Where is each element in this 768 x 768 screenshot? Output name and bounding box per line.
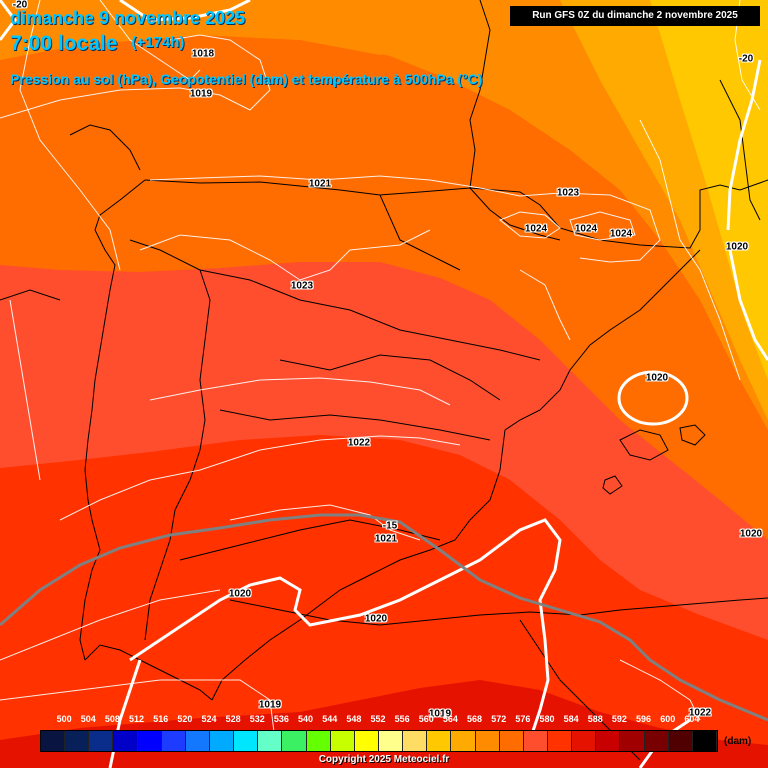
legend-value: 504 xyxy=(80,714,96,724)
legend-swatch xyxy=(547,731,573,751)
legend-swatch xyxy=(209,731,235,751)
legend-swatch xyxy=(620,731,645,751)
forecast-offset: (+174h) xyxy=(131,34,185,51)
legend-swatch xyxy=(89,731,114,751)
isobar-label: 1019 xyxy=(258,699,282,711)
legend-swatch xyxy=(572,731,597,751)
isobar-label: 1021 xyxy=(308,178,332,190)
isobar-label: 1024 xyxy=(524,223,548,235)
legend-value: 516 xyxy=(153,714,169,724)
legend-swatch xyxy=(234,731,259,751)
legend-value: 576 xyxy=(515,714,531,724)
geo-band-568b xyxy=(0,0,768,430)
legend-swatch xyxy=(41,731,66,751)
legend-value: 592 xyxy=(611,714,627,724)
legend-value: 548 xyxy=(346,714,362,724)
legend-value: 596 xyxy=(636,714,652,724)
local-time: 7:00 locale xyxy=(10,32,118,55)
legend-value: 572 xyxy=(491,714,507,724)
isobars xyxy=(0,0,761,741)
isobar-label: 1020 xyxy=(228,588,252,600)
map-description: Pression au sol (hPa), Geopotentiel (dam… xyxy=(10,71,483,87)
isotherm-label: -20 xyxy=(12,0,28,11)
legend-swatch xyxy=(644,731,669,751)
legend-swatch xyxy=(475,731,500,751)
legend-swatch xyxy=(451,731,476,751)
legend-value: 512 xyxy=(129,714,145,724)
isobar-label: 1022 xyxy=(688,707,712,719)
map-date: dimanche 9 novembre 2025 xyxy=(10,8,246,28)
legend-swatch xyxy=(113,731,138,751)
isobar-label: 1019 xyxy=(189,88,213,100)
legend-swatch xyxy=(282,731,307,751)
isotherms xyxy=(0,513,768,722)
legend-value: 524 xyxy=(201,714,217,724)
legend-swatch xyxy=(692,731,717,751)
legend-swatch xyxy=(354,731,379,751)
legend-value: 604 xyxy=(684,714,700,724)
isotherm-label: -15 xyxy=(382,520,398,532)
isotherm-label: -20 xyxy=(738,53,754,65)
copyright: Copyright 2025 Meteociel.fr xyxy=(318,754,450,765)
isobar-label: 1022 xyxy=(347,437,371,449)
legend-value: 532 xyxy=(249,714,265,724)
isobar-label: 1020 xyxy=(725,241,749,253)
legend-swatch xyxy=(161,731,186,751)
legend-value: 560 xyxy=(418,714,434,724)
legend-swatch xyxy=(427,731,452,751)
legend-swatch xyxy=(403,731,428,751)
legend-swatch xyxy=(668,731,693,751)
legend-value: 536 xyxy=(273,714,289,724)
legend-value: 580 xyxy=(539,714,555,724)
isobar-label: 1020 xyxy=(739,528,763,540)
isobar-label: 1020 xyxy=(364,613,388,625)
legend-value: 528 xyxy=(225,714,241,724)
legend-swatch xyxy=(378,731,404,751)
isobar-label: 1018 xyxy=(191,48,215,60)
legend-swatch xyxy=(499,731,524,751)
legend-value: 600 xyxy=(660,714,676,724)
isobar-label: 1024 xyxy=(609,228,633,240)
legend-value: 564 xyxy=(442,714,458,724)
legend-swatch xyxy=(137,731,162,751)
legend-swatch xyxy=(65,731,90,751)
run-info: Run GFS 0Z du dimanche 2 novembre 2025 xyxy=(510,6,760,26)
legend-value: 588 xyxy=(587,714,603,724)
legend-value: 544 xyxy=(322,714,338,724)
legend-value: 540 xyxy=(298,714,314,724)
legend-swatch xyxy=(185,731,210,751)
legend-swatch xyxy=(523,731,548,751)
legend-swatch xyxy=(258,731,283,751)
isobar-label: 1019 xyxy=(428,708,452,720)
legend-value: 500 xyxy=(56,714,72,724)
legend-swatch xyxy=(330,731,355,751)
legend-value: 508 xyxy=(104,714,120,724)
legend-swatch xyxy=(306,731,331,751)
isobar-label: 1021 xyxy=(374,533,398,545)
legend-value: 552 xyxy=(370,714,386,724)
isobar-label: 1023 xyxy=(290,280,314,292)
legend-value: 556 xyxy=(394,714,410,724)
legend-value: 520 xyxy=(177,714,193,724)
legend-unit: (dam) xyxy=(724,736,752,747)
isobar-label: 1020 xyxy=(645,372,669,384)
legend-values: 500 504 508 512 516 520 524 528 532 536 540 544 548 5… xyxy=(40,714,716,728)
isobar-label: 1024 xyxy=(574,223,598,235)
legend-swatch xyxy=(596,731,621,751)
legend-color-bar xyxy=(40,730,718,752)
legend-value: 584 xyxy=(563,714,579,724)
legend-value: 568 xyxy=(467,714,483,724)
geo-band-580 xyxy=(0,435,768,768)
isobar-label: 1023 xyxy=(556,187,580,199)
map-time: 7:00 locale (+174h) xyxy=(10,32,184,56)
